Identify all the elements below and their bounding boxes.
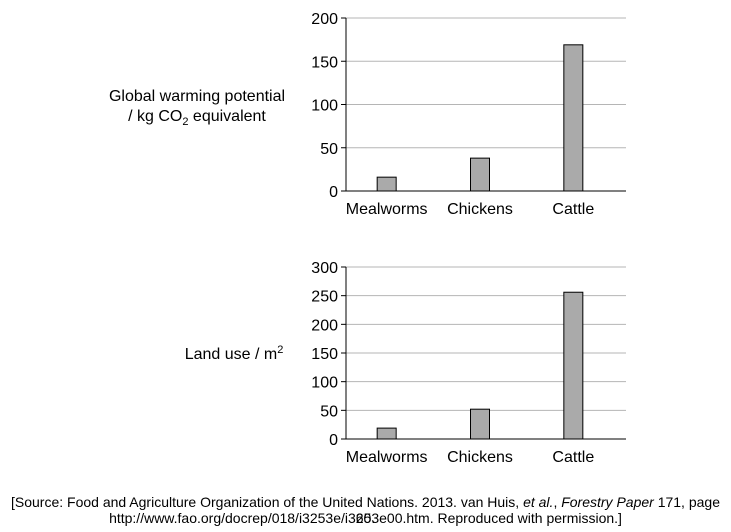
ylabel-line2: / kg CO2 equivalent <box>128 108 266 128</box>
y-tick-label: 250 <box>311 289 338 306</box>
chart-global-warming: Global warming potential / kg CO2 equiva… <box>109 11 626 218</box>
bar-mealworms <box>376 427 397 440</box>
bar-cattle <box>563 44 584 192</box>
y-tick-label: 200 <box>311 11 338 28</box>
y-tick-label: 150 <box>311 54 338 71</box>
x-tick-label: Mealworms <box>346 449 428 466</box>
bar-mealworms <box>376 176 397 192</box>
y-tick-label: 100 <box>311 375 338 392</box>
y-tick-label: 100 <box>311 98 338 115</box>
y-tick-label: 50 <box>320 141 338 158</box>
y-tick-label: 300 <box>311 260 338 277</box>
ylabel-line2-suffix: equivalent <box>188 108 266 125</box>
source-text-2: , <box>553 494 562 510</box>
ylabel-line2-subscript: 2 <box>182 116 188 128</box>
ylabel-line1: Global warming potential <box>109 88 285 105</box>
source-italic-forestry-paper: Forestry Paper <box>561 494 654 510</box>
y-tick-label: 150 <box>311 346 338 363</box>
bar-chickens <box>470 157 490 192</box>
y-tick-label: 50 <box>320 403 338 420</box>
bar-chickens <box>470 408 490 440</box>
ylabel: Land use / m2 <box>185 344 284 363</box>
source-citation-line1: [Source: Food and Agriculture Organizati… <box>0 494 731 526</box>
x-tick-label: Chickens <box>447 449 513 466</box>
chart-land-use: Land use / m2 0 50 100 150 200 250 300 Mealworm… <box>185 260 626 466</box>
source-italic-et-al: et al. <box>523 494 554 510</box>
ylabel-line2-prefix: / kg CO <box>128 108 182 125</box>
x-tick-label: Cattle <box>552 449 594 466</box>
bar-cattle <box>563 291 584 440</box>
y-tick-label: 0 <box>329 184 338 201</box>
source-text-3: 171, page 60. <box>355 494 720 526</box>
ylabel-superscript: 2 <box>277 344 283 356</box>
source-text-1: [Source: Food and Agriculture Organizati… <box>11 494 524 510</box>
ylabel-prefix: Land use / m <box>185 346 278 363</box>
y-tick-label: 0 <box>329 432 338 449</box>
x-tick-label: Mealworms <box>346 201 428 218</box>
y-tick-label: 200 <box>311 317 338 334</box>
x-tick-label: Cattle <box>552 201 594 218</box>
source-citation-line2: http://www.fao.org/docrep/018/i3253e/i32… <box>109 510 622 526</box>
x-tick-label: Chickens <box>447 201 513 218</box>
